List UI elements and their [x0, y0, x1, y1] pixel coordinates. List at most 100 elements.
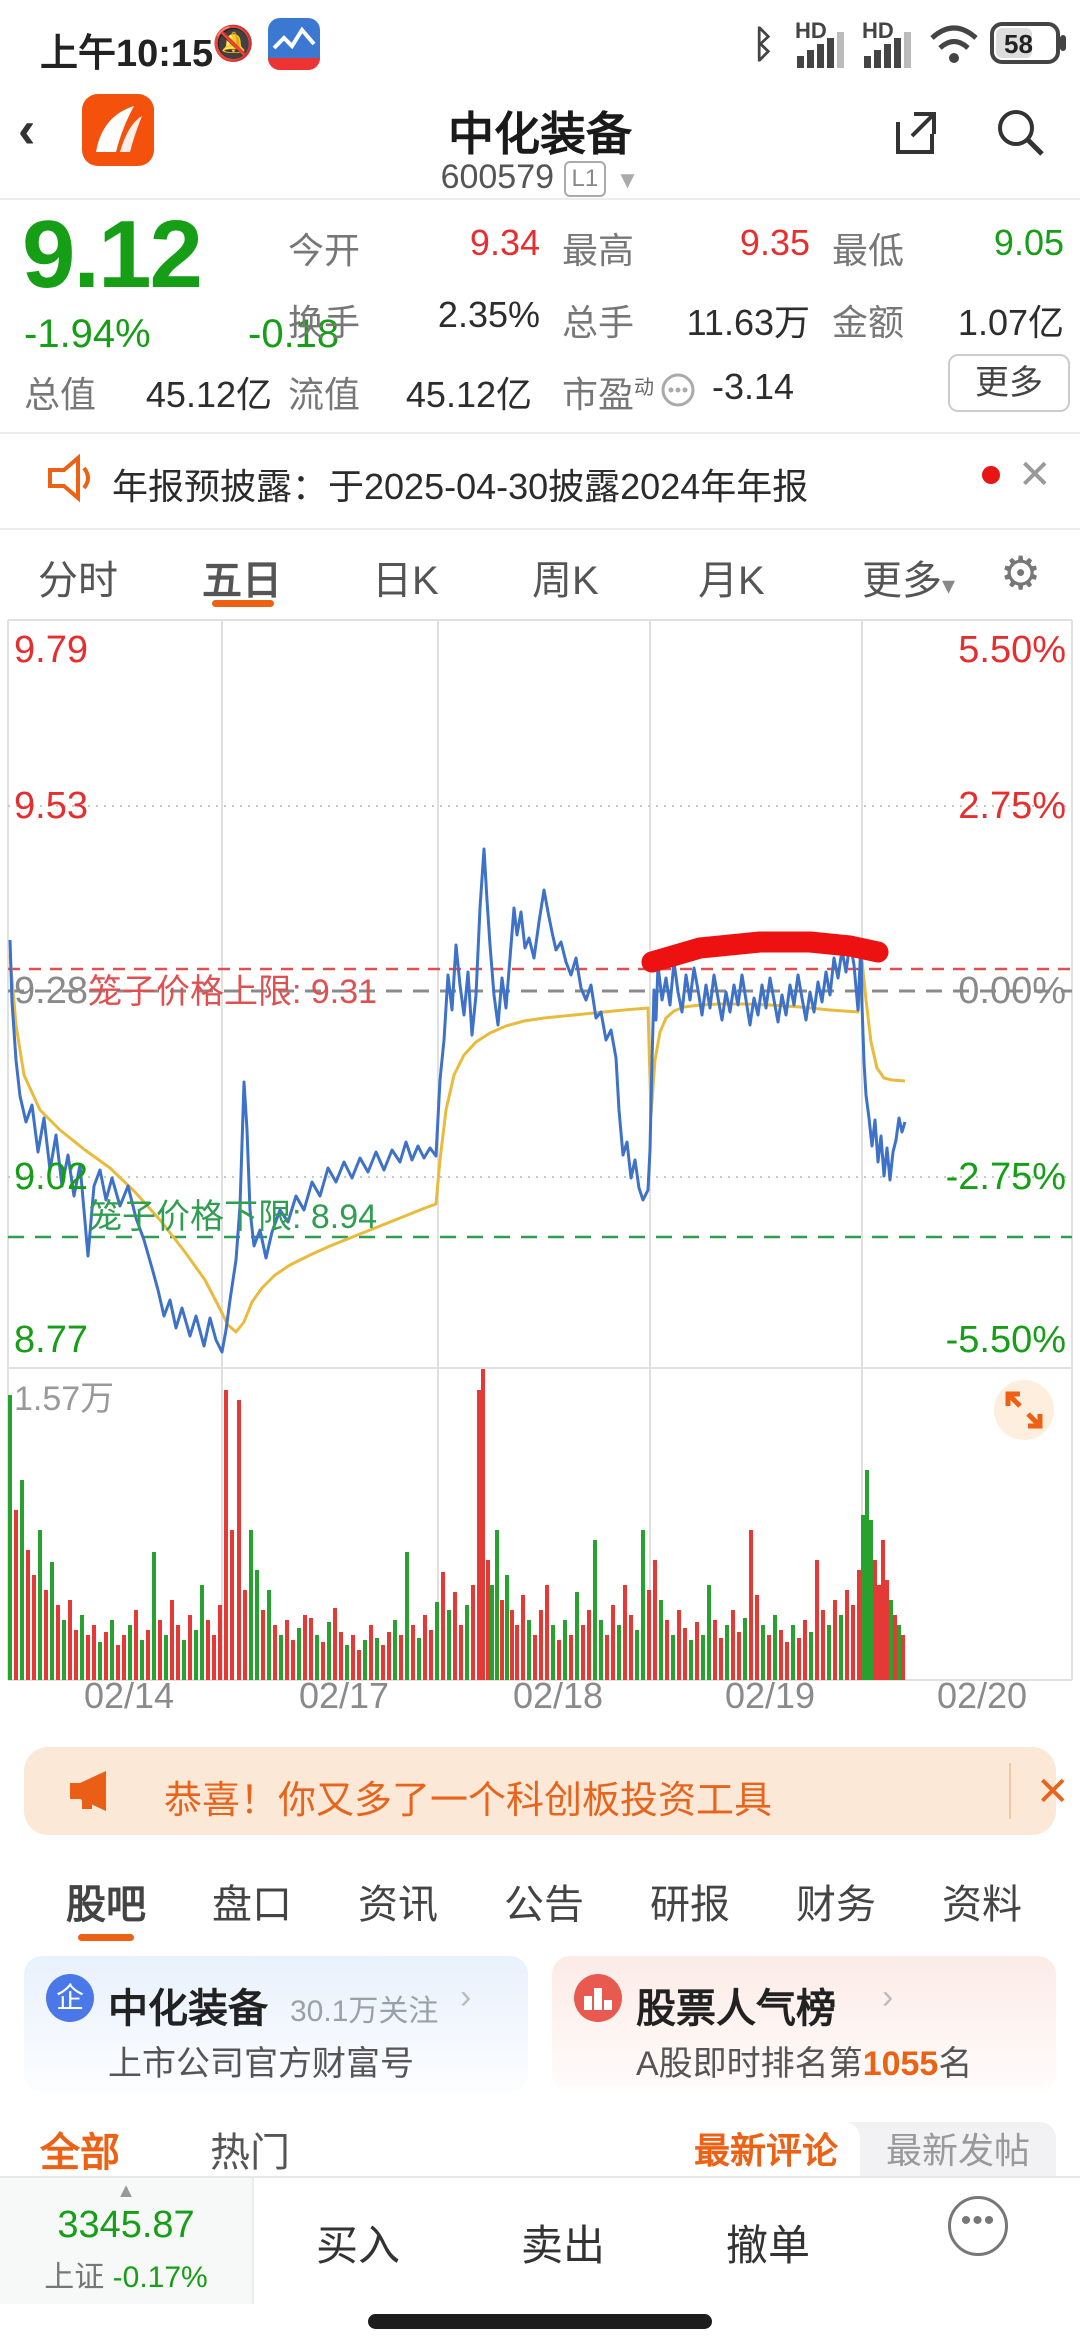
volume-bar	[545, 1585, 549, 1680]
volume-bar	[50, 1562, 54, 1680]
tab-more[interactable]: 更多▾	[862, 559, 956, 603]
volume-bar	[158, 1620, 162, 1680]
volume-bar	[152, 1552, 156, 1680]
unread-dot	[982, 466, 1000, 484]
tab-news[interactable]: 资讯	[358, 1883, 438, 1927]
cage-lower-label: 笼子价格下限: 8.94	[88, 1198, 377, 1236]
tab-minute[interactable]: 分时	[38, 559, 118, 603]
right-axis-label: 2.75%	[958, 785, 1066, 827]
volume-bar	[212, 1635, 216, 1680]
low-label: 最低	[832, 230, 905, 271]
volume-bar	[56, 1605, 60, 1680]
back-icon[interactable]: ‹	[18, 101, 36, 159]
share-icon[interactable]	[888, 104, 944, 160]
volume-bar	[80, 1615, 84, 1680]
volume-bar	[749, 1530, 753, 1680]
volume-bar	[647, 1590, 651, 1680]
banner-close-icon[interactable]: ✕	[1036, 1770, 1070, 1814]
tab-guba[interactable]: 股吧	[66, 1883, 146, 1927]
volume-bar	[285, 1620, 289, 1680]
chart-settings-gear-icon[interactable]: ⚙	[1000, 547, 1042, 599]
left-axis-label: 9.53	[14, 785, 88, 827]
rank-podium-icon	[574, 1974, 622, 2022]
cancel-order-button[interactable]: 撤单	[726, 2222, 811, 2269]
code-caret-icon[interactable]: ▼	[615, 167, 640, 194]
sell-button[interactable]: 卖出	[521, 2222, 606, 2269]
promo-banner[interactable]: 恭喜！你又多了一个科创板投资工具 ✕	[24, 1747, 1070, 1835]
right-axis-label: 0.00%	[958, 970, 1066, 1012]
x-axis-label: 02/17	[299, 1675, 389, 1712]
signal-sim2-icon: HD	[862, 18, 922, 82]
volume-bar	[665, 1620, 669, 1680]
index-name: 上证	[44, 2261, 105, 2294]
index-quote-box[interactable]: ▲ 3345.87 上证 -0.17%	[0, 2178, 254, 2304]
volume-bar	[821, 1610, 825, 1680]
banner-divider	[1009, 1763, 1011, 1819]
volume-bar	[861, 1515, 865, 1680]
volume-bar	[701, 1635, 705, 1680]
more-actions-icon[interactable]: •••	[948, 2196, 1008, 2256]
volume-bar	[164, 1635, 168, 1680]
volume-bar	[659, 1600, 663, 1680]
volume-max-label: 1.57万	[14, 1380, 114, 1418]
bottom-trade-bar: ▲ 3345.87 上证 -0.17% 买入 卖出 撤单 •••	[0, 2176, 1080, 2304]
filter-all[interactable]: 全部	[40, 2131, 120, 2175]
company-card[interactable]: 企 中化装备 30.1万关注 › 上市公司官方财富号	[24, 1956, 528, 2092]
volume-bar	[865, 1470, 869, 1680]
volume-bar	[20, 1480, 24, 1680]
five-day-price-chart[interactable]: 9.79 9.53 9.28 9.02 8.77 5.50% 2.75% 0.00% -2.75…	[0, 618, 1080, 1712]
sort-latest-comments[interactable]: 最新评论	[672, 2122, 860, 2178]
stock-code: 600579	[440, 158, 555, 196]
volume-bar	[375, 1638, 379, 1680]
volume-bar	[877, 1585, 881, 1680]
tab-month-k[interactable]: 月K	[698, 559, 765, 603]
x-axis-label: 02/19	[725, 1675, 815, 1712]
rank-line: A股即时排名第1055名	[636, 2045, 973, 2083]
more-stats-button[interactable]: 更多	[948, 354, 1070, 412]
volume-bar	[315, 1635, 319, 1680]
l1-badge: L1	[563, 161, 607, 197]
battery-percent: 58	[1004, 29, 1033, 59]
popularity-card[interactable]: 股票人气榜 › A股即时排名第1055名	[552, 1956, 1056, 2092]
company-chevron-icon: ›	[460, 1978, 472, 2016]
volume-bar	[809, 1632, 813, 1680]
volume-bar	[539, 1610, 543, 1680]
tab-five-day[interactable]: 五日	[202, 559, 282, 603]
volume-bar	[327, 1622, 331, 1680]
volume-bar	[839, 1615, 843, 1680]
volume-bar	[255, 1570, 259, 1680]
volume-bar	[261, 1610, 265, 1680]
tab-profile[interactable]: 资料	[942, 1883, 1022, 1927]
volume-bar	[249, 1530, 253, 1680]
volume-bar	[743, 1618, 747, 1680]
volume-bar	[170, 1600, 174, 1680]
sort-latest-posts[interactable]: 最新发帖	[885, 2130, 1030, 2171]
rank-number: 1055	[862, 2045, 939, 2083]
volume-bar	[653, 1560, 657, 1680]
volume-bar	[551, 1625, 555, 1680]
volume-bar	[381, 1645, 385, 1680]
wifi-icon	[928, 22, 980, 78]
volume-bar	[104, 1632, 108, 1680]
tab-week-k[interactable]: 周K	[532, 559, 599, 603]
search-icon[interactable]	[992, 104, 1048, 160]
tab-pankou[interactable]: 盘口	[212, 1883, 292, 1927]
tab-announcements[interactable]: 公告	[504, 1883, 584, 1927]
amount-label: 金额	[832, 302, 905, 343]
buy-button[interactable]: 买入	[316, 2222, 401, 2269]
expand-chart-icon[interactable]	[994, 1380, 1054, 1440]
volume-bar	[393, 1620, 397, 1680]
notice-close-icon[interactable]: ✕	[1018, 453, 1052, 497]
volume-bar	[611, 1605, 615, 1680]
filter-hot[interactable]: 热门	[210, 2131, 290, 2175]
tab-finance[interactable]: 财务	[796, 1883, 876, 1927]
tab-research[interactable]: 研报	[650, 1883, 730, 1927]
stock-title: 中化装备	[448, 108, 632, 160]
volume-bar	[629, 1615, 633, 1680]
pe-info-icon[interactable]	[660, 372, 696, 413]
sort-segmented-control: 最新评论 最新发帖	[672, 2122, 1056, 2178]
left-axis-label: 9.79	[14, 629, 88, 671]
volume-bar	[176, 1625, 180, 1680]
eastmoney-logo-icon[interactable]	[82, 94, 154, 166]
tab-day-k[interactable]: 日K	[372, 559, 439, 603]
